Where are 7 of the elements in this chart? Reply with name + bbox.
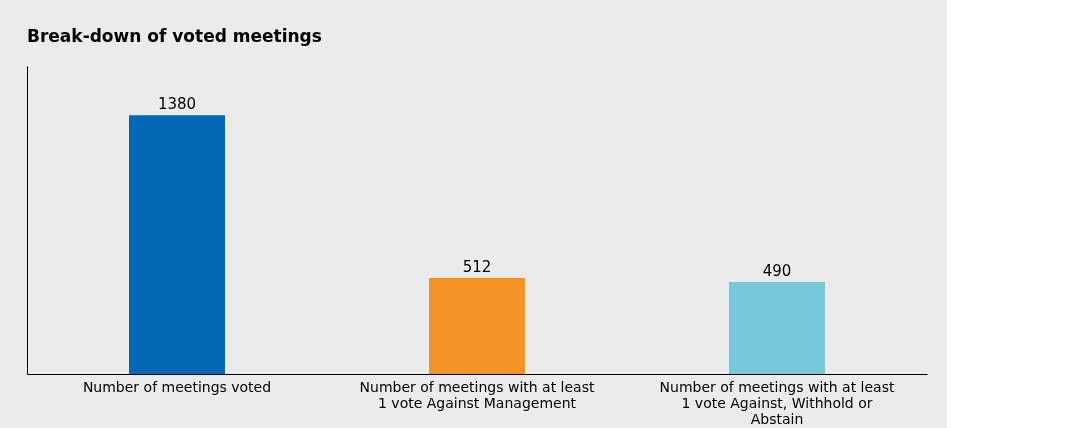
data-label: 1380 bbox=[157, 95, 197, 114]
data-label: 512 bbox=[462, 257, 492, 276]
chart-title: Break-down of voted meetings bbox=[27, 26, 322, 46]
data-label: 490 bbox=[762, 262, 792, 281]
x-tick-label: Number of meetings voted bbox=[82, 378, 272, 395]
x-tick-label: Number of meetings with at least 1 vote Against Management bbox=[359, 378, 595, 411]
x-tick-label: Number of meetings with at least 1 vote Against, Withhold or Abstain bbox=[659, 378, 895, 427]
